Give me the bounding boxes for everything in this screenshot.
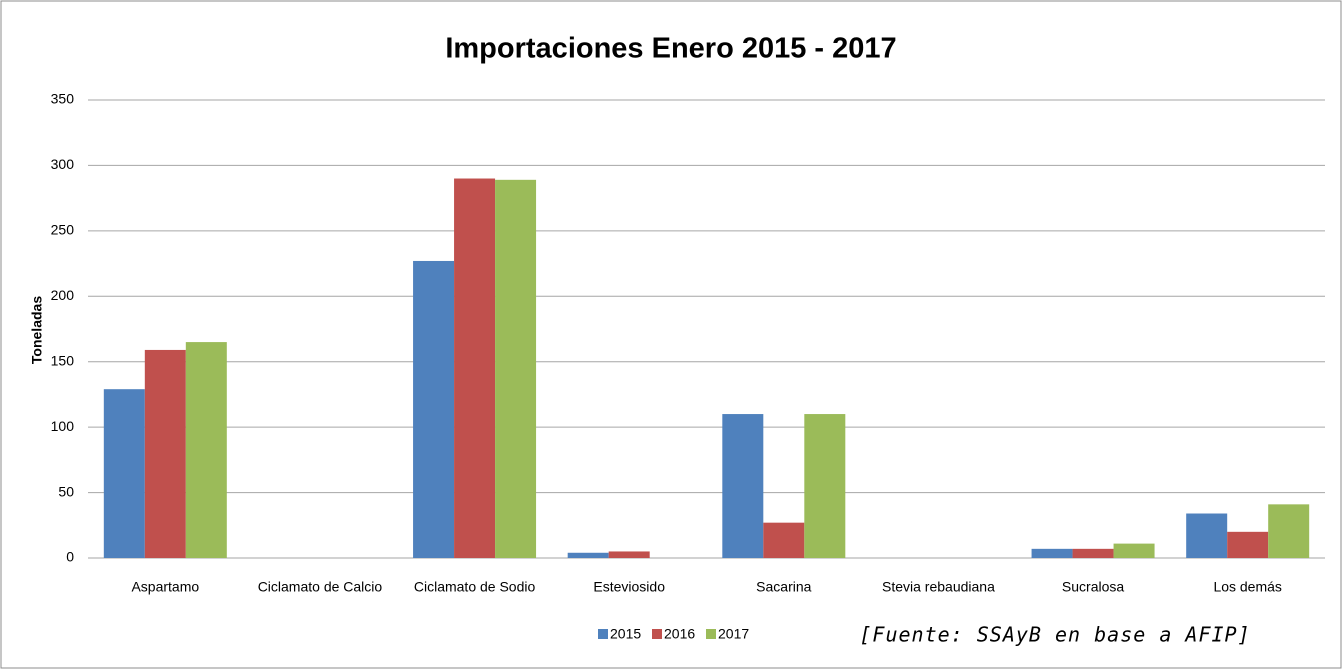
bar [185, 342, 227, 558]
x-tick-label: Los demás [1213, 579, 1281, 595]
x-tick-label: Stevia rebaudiana [882, 579, 995, 595]
legend-label: 2016 [664, 626, 695, 642]
bar [1186, 513, 1228, 558]
bar [608, 551, 650, 558]
annotation: [Fuente: SSAyB en base a AFIP] [859, 623, 1250, 647]
bar [103, 389, 145, 558]
bar [1113, 543, 1155, 558]
bar [1031, 548, 1073, 558]
bar [144, 349, 186, 558]
bar [722, 414, 764, 558]
x-tick-label: Sucralosa [1062, 579, 1124, 595]
bar [567, 552, 609, 558]
y-tick-label: 300 [51, 156, 75, 172]
bar [1227, 531, 1269, 558]
bar [413, 260, 455, 558]
x-tick-label: Sacarina [756, 579, 811, 595]
y-tick-label: 200 [51, 287, 75, 303]
bar [495, 179, 537, 558]
legend-swatch [706, 629, 716, 639]
y-tick-label: 0 [66, 549, 74, 565]
x-tick-label: Ciclamato de Sodio [414, 579, 536, 595]
y-tick-label: 100 [51, 418, 75, 434]
bar [1268, 504, 1310, 558]
x-tick-label: Aspartamo [131, 579, 199, 595]
x-tick-label: Esteviosido [593, 579, 665, 595]
legend-swatch [652, 629, 662, 639]
x-tick-label: Ciclamato de Calcio [258, 579, 383, 595]
bar [454, 178, 496, 558]
bar [763, 522, 805, 558]
y-tick-label: 50 [58, 483, 74, 499]
legend-swatch [598, 629, 608, 639]
bar [804, 414, 846, 558]
chart-title: Importaciones Enero 2015 - 2017 [445, 33, 896, 65]
y-tick-label: 350 [51, 91, 75, 107]
bar [1072, 548, 1114, 558]
y-axis-label: Toneladas [29, 296, 45, 364]
legend-label: 2017 [718, 626, 749, 642]
y-tick-label: 250 [51, 222, 75, 238]
y-tick-label: 150 [51, 352, 75, 368]
legend-label: 2015 [610, 626, 641, 642]
